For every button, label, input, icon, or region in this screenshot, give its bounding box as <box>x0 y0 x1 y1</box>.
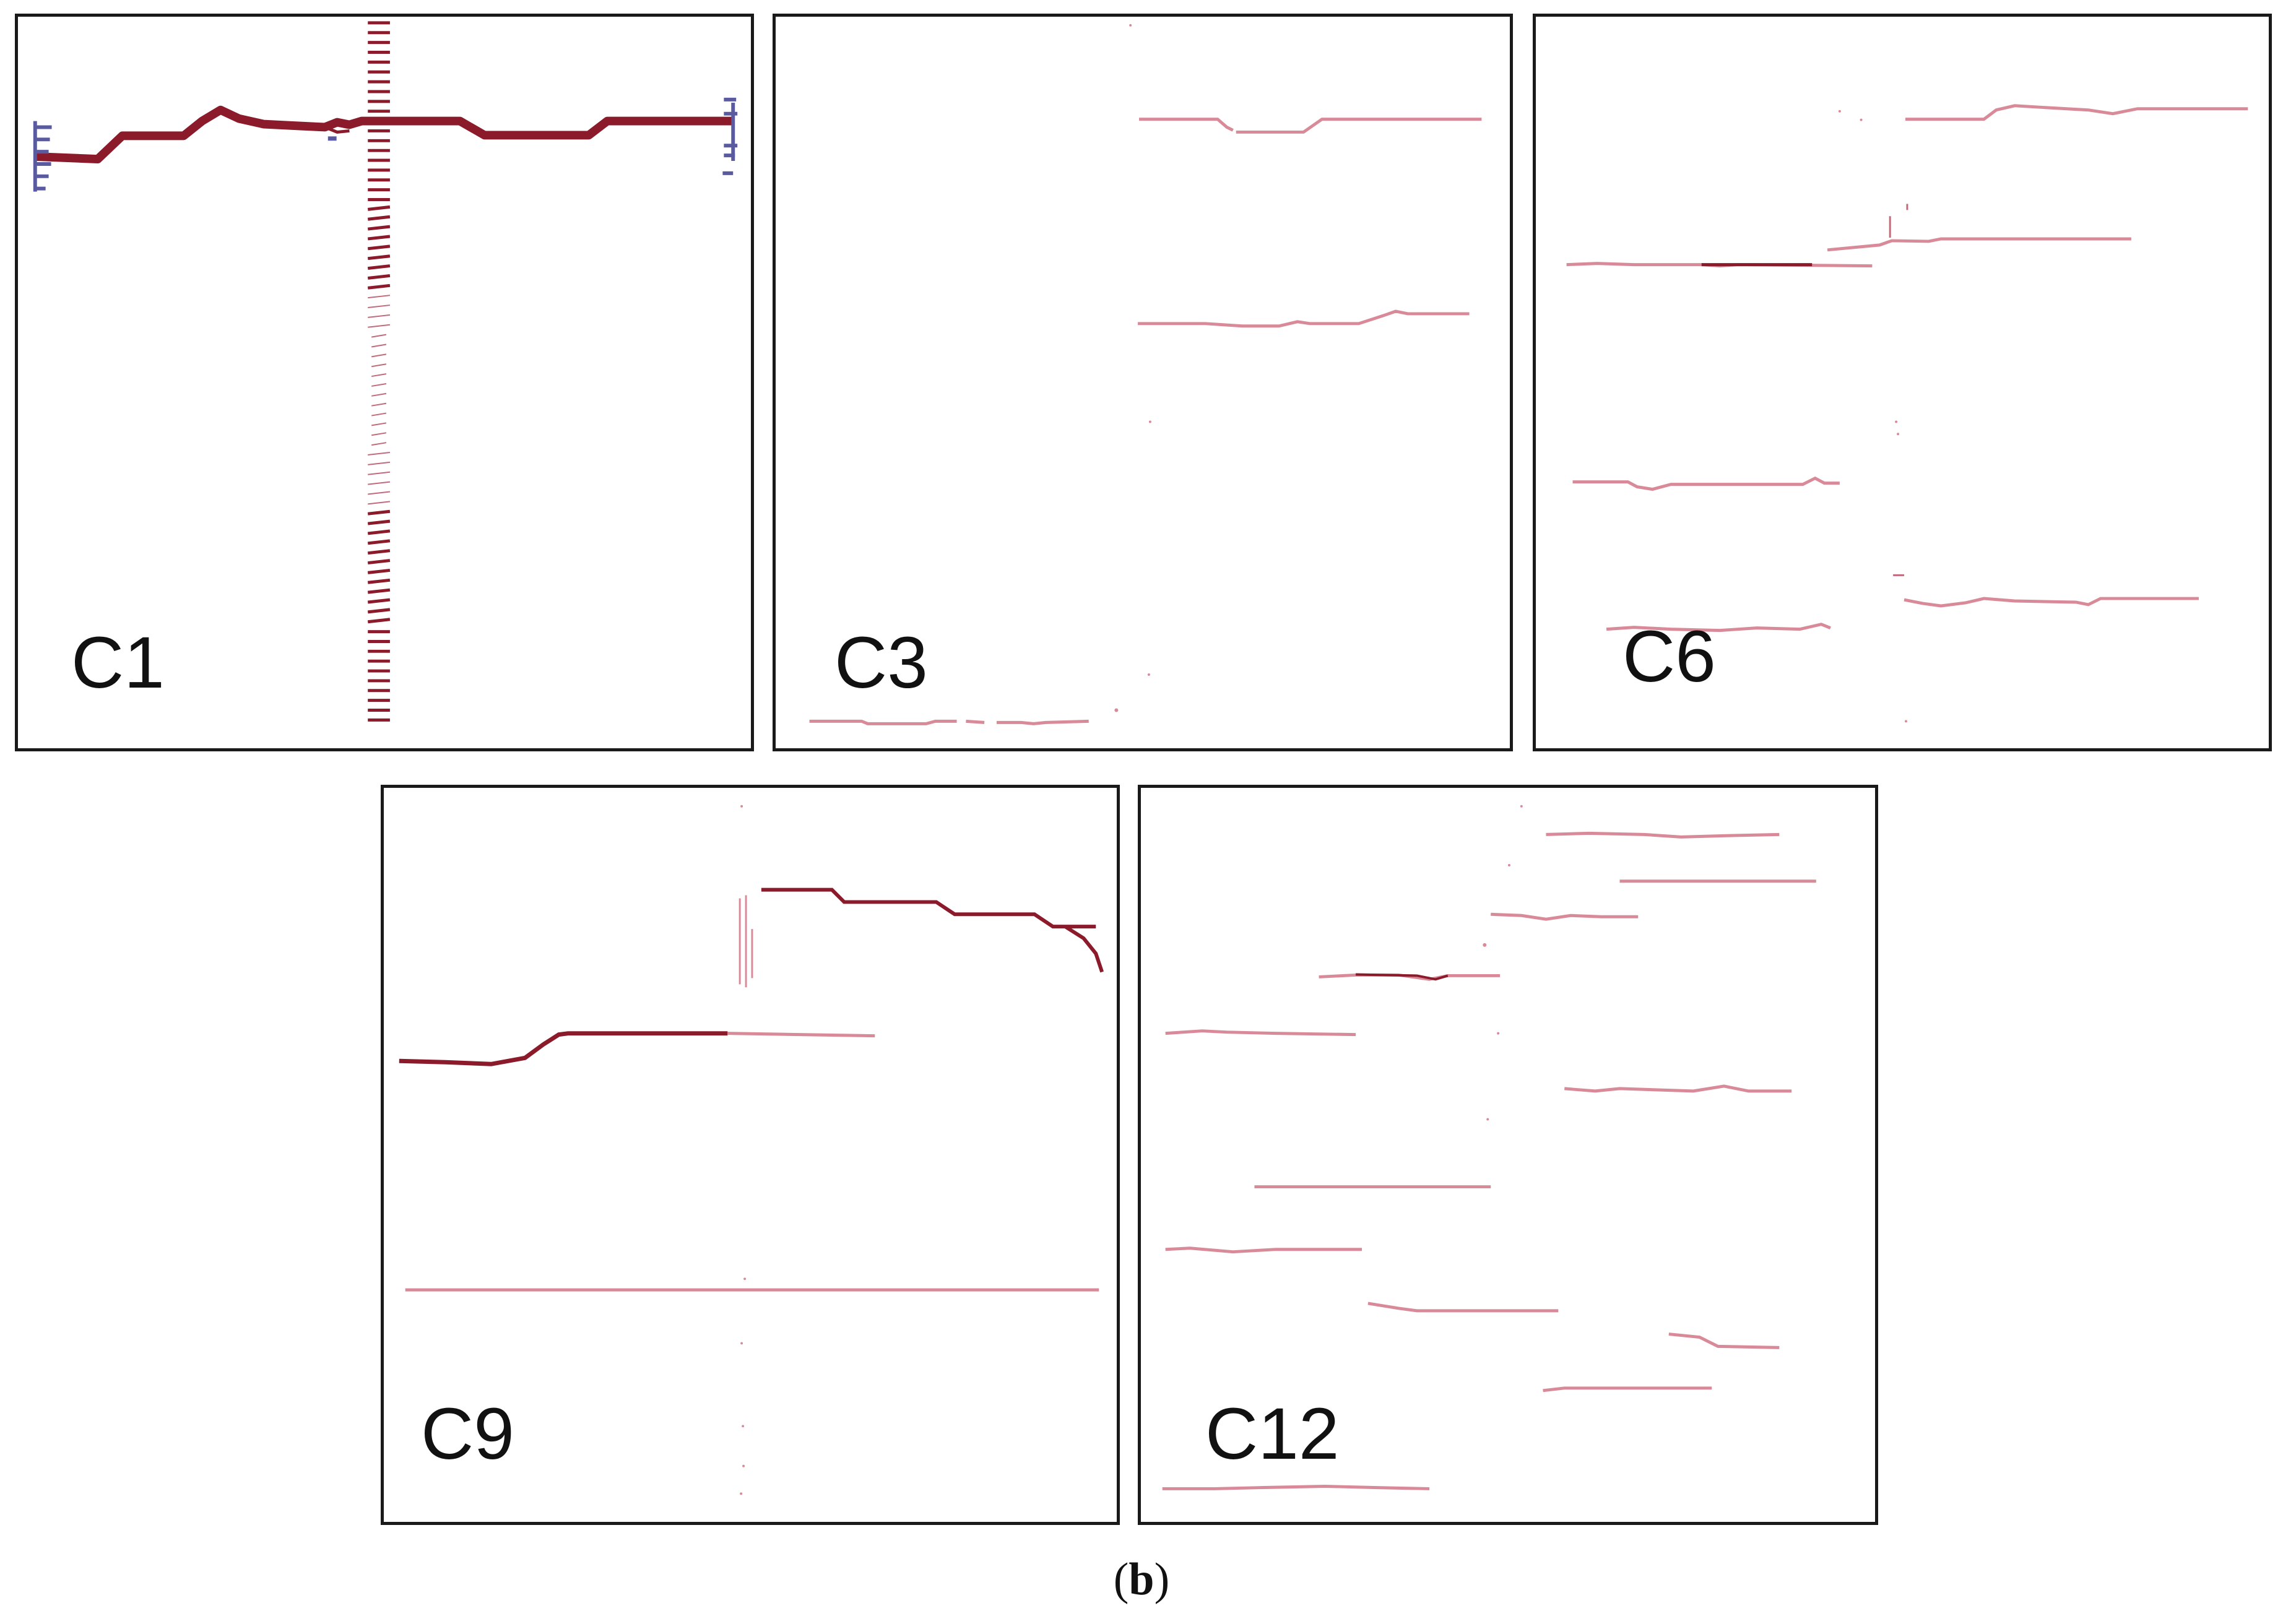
c12-trace-4 <box>1319 973 1501 981</box>
ladder-rung <box>367 244 391 251</box>
panel-c12: C12 <box>1138 785 1878 1525</box>
c12-trace-5 <box>1165 1029 1356 1037</box>
c6-trace-3 <box>1827 237 2131 252</box>
c3-traces <box>809 24 1482 725</box>
ladder-rung <box>367 588 391 594</box>
c1-left-blue-marks <box>33 121 52 192</box>
ladder-rung <box>371 353 387 358</box>
c6-trace-6 <box>1606 623 1831 633</box>
ladder-rung <box>371 432 387 436</box>
c6-trace-4 <box>1572 476 1840 491</box>
c6-traces <box>1566 104 2248 723</box>
ladder-rung <box>367 618 391 624</box>
ladder-rung <box>371 383 387 387</box>
c1-right-blue-marks <box>722 97 738 175</box>
ladder-rung <box>371 422 387 426</box>
caption-open: ( <box>1113 1554 1129 1605</box>
ladder-rung <box>368 295 391 299</box>
ladder-rung <box>371 402 387 407</box>
c12-trace-6 <box>1564 1084 1792 1093</box>
panel-label-c1: C1 <box>71 622 165 704</box>
panel-c9: C9 <box>381 785 1120 1525</box>
ladder-rung <box>367 539 391 545</box>
c9-traces <box>399 805 1104 1495</box>
ladder-rung <box>367 283 391 290</box>
c6-trace-5 <box>1904 597 2199 608</box>
ladder-rung <box>368 452 391 456</box>
c12-trace-1 <box>1546 831 1780 839</box>
c12-trace-8 <box>1165 1246 1362 1254</box>
c9-trace-2 <box>761 888 1104 973</box>
c3-trace-2 <box>1138 309 1470 328</box>
panel-label-c3: C3 <box>834 622 928 704</box>
ladder-rung <box>368 481 391 485</box>
ladder-rung <box>367 598 391 604</box>
ladder-rung <box>371 412 387 417</box>
c12-traces <box>1162 805 1816 1490</box>
ladder-rung <box>367 568 391 574</box>
ladder-rung <box>367 519 391 525</box>
c12-trace-11 <box>1543 1386 1712 1393</box>
c6-trace-1 <box>1905 104 2248 121</box>
ladder-rung <box>371 343 387 348</box>
panel-c1: C1 <box>15 14 754 751</box>
caption-close: ) <box>1154 1554 1170 1605</box>
ladder-rung <box>368 324 391 328</box>
c12-trace-3 <box>1491 912 1639 921</box>
panel-label-c12: C12 <box>1205 1393 1340 1475</box>
ladder-rung <box>367 549 391 555</box>
ladder-rung <box>367 509 391 516</box>
panel-label-c6: C6 <box>1622 616 1716 698</box>
ladder-rung <box>368 304 391 309</box>
ladder-rung <box>367 254 391 261</box>
c12-trace-12 <box>1162 1485 1430 1490</box>
c1-main-trace <box>36 105 734 163</box>
c12-trace-10 <box>1668 1332 1780 1349</box>
ladder-rung <box>371 392 387 397</box>
c12-trace-9 <box>1367 1302 1559 1313</box>
ladder-rung <box>367 559 391 564</box>
ladder-rung <box>367 578 391 584</box>
c9-trace-1 <box>399 1031 728 1066</box>
ladder-rung <box>368 314 391 318</box>
ladder-rung <box>367 274 391 280</box>
ladder-rung <box>368 491 391 495</box>
ladder-rung <box>367 235 391 241</box>
ladder-rung <box>371 363 387 368</box>
ladder-rung <box>371 442 387 446</box>
ladder-rung <box>371 373 387 378</box>
ladder-rung <box>367 215 391 221</box>
panel-c6: C6 <box>1533 14 2272 751</box>
caption-letter: b <box>1129 1554 1154 1605</box>
panel-c3: C3 <box>773 14 1513 751</box>
ladder-rung <box>368 501 391 505</box>
ladder-rung <box>367 529 391 535</box>
panel-label-c9: C9 <box>421 1393 514 1475</box>
ladder-rung <box>367 205 391 211</box>
ladder-rung <box>367 225 391 231</box>
figure-caption: (b) <box>0 1553 2283 1606</box>
ladder-rung <box>367 608 391 614</box>
ladder-rung <box>368 471 391 475</box>
c1-traces <box>33 21 738 722</box>
c3-trace-1 <box>1139 118 1482 134</box>
c3-trace-3 <box>809 719 1089 725</box>
ladder-rung <box>368 461 391 465</box>
ladder-rung <box>371 334 387 338</box>
c1-vertical-ladder <box>367 21 391 722</box>
ladder-rung <box>367 264 391 270</box>
